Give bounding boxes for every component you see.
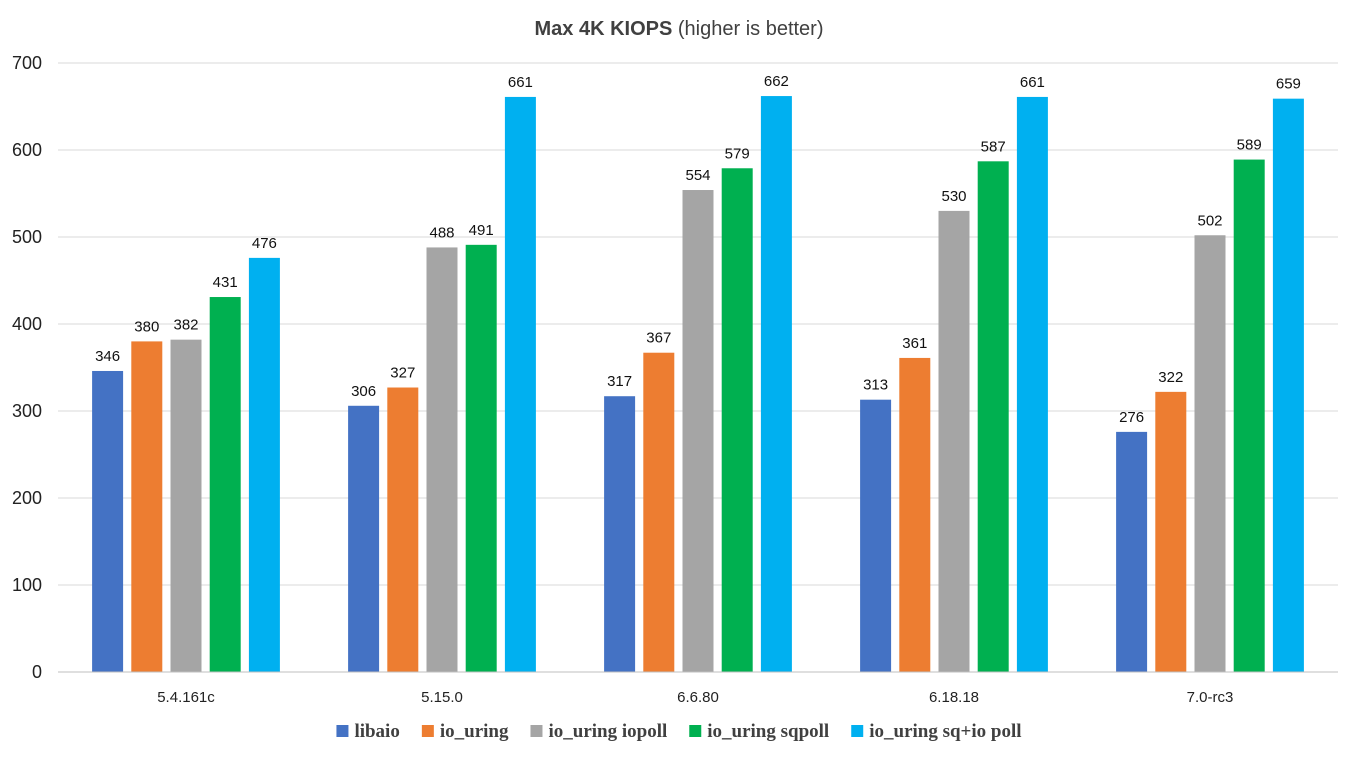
data-label: 589 (1237, 137, 1262, 154)
legend-label: io_uring sqpoll (707, 721, 829, 742)
data-label: 530 (941, 188, 966, 205)
bar-io-uring (1155, 391, 1187, 672)
bar-libaio (92, 370, 124, 672)
x-category-label: 6.6.80 (677, 689, 719, 706)
y-tick-label: 100 (12, 575, 42, 595)
bar-libaio (860, 399, 892, 672)
bar-io-uring-iopoll (170, 339, 202, 672)
data-label: 661 (508, 74, 533, 91)
legend-item: io_uring sqpoll (689, 721, 829, 742)
bar-io-uring (131, 341, 163, 672)
legend-label: io_uring sq+io poll (869, 721, 1021, 742)
data-labels: 346 380 382 431 476 306 327 488 491 661 317 367 554 5… (95, 73, 1301, 426)
bar-io-uring (899, 357, 931, 672)
bar-io-uring-sq-io-poll (1272, 98, 1304, 673)
chart-title-bold: Max 4K KIOPS (535, 18, 673, 40)
y-tick-label: 400 (12, 314, 42, 334)
data-label: 313 (863, 377, 888, 394)
bar-io-uring-iopoll (1194, 235, 1226, 672)
y-axis-tick-labels: 0 100 200 300 400 500 600 700 (12, 53, 42, 682)
bar-libaio (348, 405, 380, 672)
y-tick-label: 200 (12, 488, 42, 508)
data-label: 587 (981, 138, 1006, 155)
legend-swatch (530, 725, 543, 737)
bar-io-uring-sq-io-poll (248, 257, 280, 672)
bar-io-uring-sqpoll (209, 297, 241, 672)
data-label: 346 (95, 348, 120, 365)
y-tick-label: 700 (12, 53, 42, 73)
data-label: 361 (902, 335, 927, 352)
chart-title: Max 4K KIOPS (higher is better) (535, 18, 824, 40)
data-label: 431 (213, 274, 238, 291)
data-label: 502 (1197, 212, 1222, 229)
x-category-label: 6.18.18 (929, 689, 979, 706)
y-tick-label: 300 (12, 401, 42, 421)
data-label: 317 (607, 373, 632, 390)
bar-io-uring-iopoll (426, 247, 458, 672)
y-tick-label: 500 (12, 227, 42, 247)
bar-io-uring-sqpoll (1233, 159, 1265, 672)
data-label: 306 (351, 383, 376, 400)
bar-libaio (1116, 431, 1148, 672)
bar-io-uring-iopoll (938, 210, 970, 672)
data-label: 661 (1020, 74, 1045, 91)
chart-title-normal: (higher is better) (672, 18, 823, 40)
x-category-label: 5.4.161c (157, 689, 215, 706)
legend-item: libaio (336, 721, 400, 742)
bar-io-uring-sqpoll (977, 161, 1009, 672)
x-category-label: 5.15.0 (421, 689, 463, 706)
data-label: 554 (685, 167, 710, 184)
y-tick-label: 0 (32, 662, 42, 682)
legend-swatch (336, 725, 349, 737)
data-label: 380 (134, 318, 159, 335)
data-label: 579 (725, 145, 750, 162)
bar-libaio (604, 396, 636, 672)
data-label: 491 (469, 222, 494, 239)
data-label: 276 (1119, 409, 1144, 426)
data-label: 488 (429, 224, 454, 241)
x-axis-category-labels: 5.4.161c 5.15.0 6.6.80 6.18.18 7.0-rc3 (157, 689, 1233, 706)
data-label: 476 (252, 235, 277, 252)
legend-label: libaio (354, 721, 399, 742)
bars (92, 96, 1304, 673)
x-category-label: 7.0-rc3 (1187, 689, 1234, 706)
y-tick-label: 600 (12, 140, 42, 160)
legend-item: io_uring iopoll (530, 721, 667, 742)
legend-item: io_uring sq+io poll (851, 721, 1022, 742)
data-label: 382 (173, 317, 198, 334)
bar-io-uring-sqpoll (465, 244, 497, 672)
legend-swatch (689, 725, 702, 737)
bar-io-uring-sq-io-poll (1016, 96, 1048, 673)
legend-label: io_uring iopoll (548, 721, 667, 742)
legend-swatch (851, 725, 864, 737)
bar-io-uring-sq-io-poll (760, 96, 792, 672)
bar-io-uring-sqpoll (721, 168, 753, 672)
bar-io-uring (643, 352, 675, 672)
data-label: 322 (1158, 369, 1183, 386)
data-label: 367 (646, 330, 671, 347)
legend-label: io_uring (440, 721, 509, 742)
legend: libaio io_uring io_uring iopoll io_uring sq… (336, 721, 1022, 742)
data-label: 659 (1276, 76, 1301, 93)
bar-io-uring (387, 387, 419, 672)
data-label: 662 (764, 73, 789, 90)
bar-io-uring-sq-io-poll (504, 96, 536, 673)
bar-io-uring-iopoll (682, 190, 714, 672)
legend-swatch (421, 725, 434, 737)
legend-item: io_uring (421, 721, 509, 742)
data-label: 327 (390, 365, 415, 382)
